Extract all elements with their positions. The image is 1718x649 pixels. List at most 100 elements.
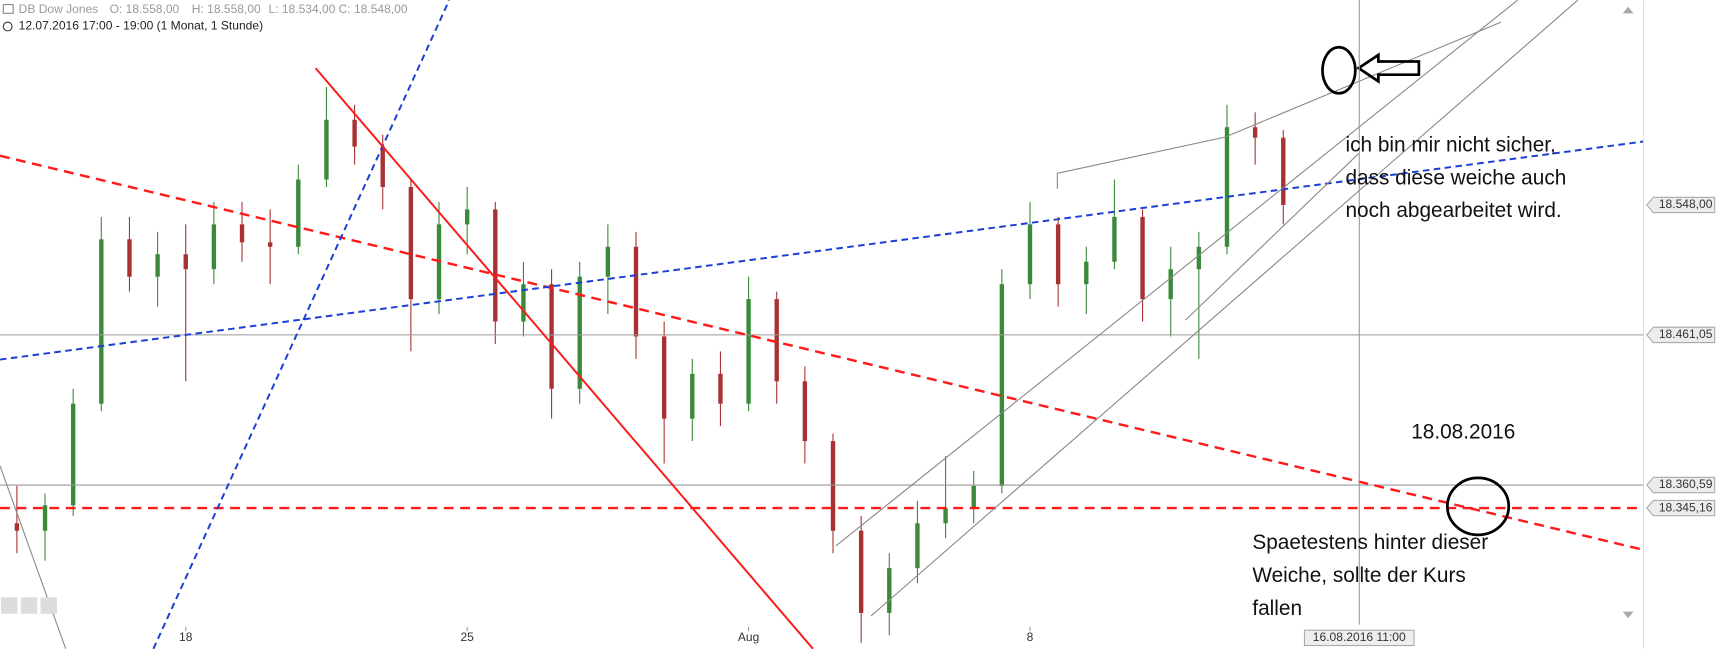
candle-body (577, 276, 582, 389)
candle-body (267, 242, 273, 247)
price-marker (1646, 499, 1716, 517)
candle-body (605, 246, 611, 277)
candle-body (887, 568, 892, 613)
candle-body (1084, 261, 1089, 285)
candle-body (493, 209, 498, 322)
circle-marker (1446, 476, 1511, 537)
trend-line (314, 67, 814, 649)
trend-line (152, 0, 451, 649)
candle-body (718, 373, 723, 404)
candle-body (352, 119, 357, 147)
icon (2, 4, 14, 14)
ohlc-low: L: 18.534,00 (268, 2, 335, 16)
target-line: Spaetestens hinter dieser (1252, 531, 1488, 554)
candle-body (746, 299, 751, 404)
note-line: noch abgearbeitet wird. (1345, 199, 1561, 222)
candle-body (380, 146, 385, 188)
candle-body (296, 179, 301, 247)
price-marker-label: 18.548,00 (1659, 197, 1713, 211)
candle-body (99, 239, 104, 404)
candle-body (70, 403, 76, 506)
candle-body (943, 508, 948, 524)
candle-body (661, 336, 667, 419)
menu[interactable] (40, 597, 57, 614)
candle-body (1281, 137, 1286, 205)
x-tick-label: 8 (1027, 630, 1034, 644)
candle-body (183, 254, 188, 270)
candle-body (1196, 246, 1202, 270)
date-note: 18.08.2016 (1411, 420, 1515, 443)
x-tick-label: Aug (738, 630, 759, 644)
arrow (1356, 52, 1421, 84)
channel-line (1185, 153, 1360, 321)
candle-body (211, 224, 217, 270)
crosshair-label: 16.08.2016 11:00 (1313, 630, 1406, 644)
candle-body (999, 284, 1005, 486)
candles (14, 86, 1286, 643)
ohlc-open: O: 18.558,00 (110, 2, 180, 16)
candle-body (915, 523, 920, 569)
note-line: dass diese weiche auch (1345, 166, 1566, 189)
y-axis: 18.548,00 18.461,05 18.360,59 18.345,16 (1646, 196, 1716, 517)
x-axis: 18 25 Aug 8 16.08.2016 11:00 (179, 626, 1415, 647)
price-marker (1646, 196, 1716, 214)
price-marker-label: 18.360,59 (1659, 477, 1713, 491)
candle-body (324, 119, 329, 180)
price-marker (1646, 476, 1716, 494)
trend-line (0, 130, 1718, 361)
candle-body (1027, 224, 1033, 285)
target-line: fallen (1252, 597, 1302, 620)
candle-body (633, 246, 639, 337)
header: DB Dow Jones O: 18.558,00 H: 18.558,00 L… (2, 2, 408, 33)
trend-line (0, 154, 1718, 569)
candle-body (971, 485, 976, 509)
candle-body (830, 441, 836, 531)
candle-body (858, 530, 864, 613)
axis-panel (1643, 0, 1718, 649)
clock-icon (2, 21, 13, 32)
candle-body (42, 505, 48, 531)
zoom-in[interactable] (1, 597, 18, 614)
candle-body (155, 254, 160, 277)
candle-body (127, 239, 132, 277)
candle-body (802, 381, 808, 442)
crosshair-box (1303, 629, 1415, 647)
price-marker-label: 18.461,05 (1659, 327, 1713, 341)
candle-body (1168, 269, 1173, 300)
channel-line (1056, 21, 1502, 189)
candle-body (521, 284, 526, 322)
channel-line (870, 0, 1579, 617)
price-lines (0, 334, 1644, 510)
candle-body (408, 187, 414, 300)
candle-body (1140, 216, 1145, 300)
scroll-up[interactable] (1622, 6, 1634, 14)
x-tick-label: 25 (460, 630, 474, 644)
price-marker (1646, 326, 1716, 344)
candle-body (1224, 127, 1230, 247)
annotations: ich bin mir nicht sicher, dass diese wei… (1252, 133, 1566, 619)
circle-marker (1321, 45, 1357, 95)
channel-line (835, 0, 1518, 547)
ohlc-high: H: 18.558,00 (192, 2, 261, 16)
candle-body (1112, 216, 1117, 262)
download[interactable] (20, 597, 38, 614)
candle-body (14, 523, 20, 531)
toolbar (1, 597, 57, 614)
candle-body (549, 284, 554, 389)
instrument: DB Dow Jones (19, 2, 99, 16)
candle-body (239, 224, 245, 243)
x-tick-label: 18 (179, 630, 193, 644)
scroll-down[interactable] (1622, 611, 1634, 619)
candle-body (1252, 127, 1258, 138)
candle-body (464, 209, 470, 225)
candle-body (774, 299, 779, 382)
price-marker-label: 18.345,16 (1659, 500, 1713, 514)
candle-body (690, 373, 695, 419)
trend-line (0, 465, 67, 649)
note-line: ich bin mir nicht sicher, (1345, 133, 1555, 156)
candle-body (1055, 224, 1061, 285)
ohlc-close: C: 18.548,00 (339, 2, 408, 16)
